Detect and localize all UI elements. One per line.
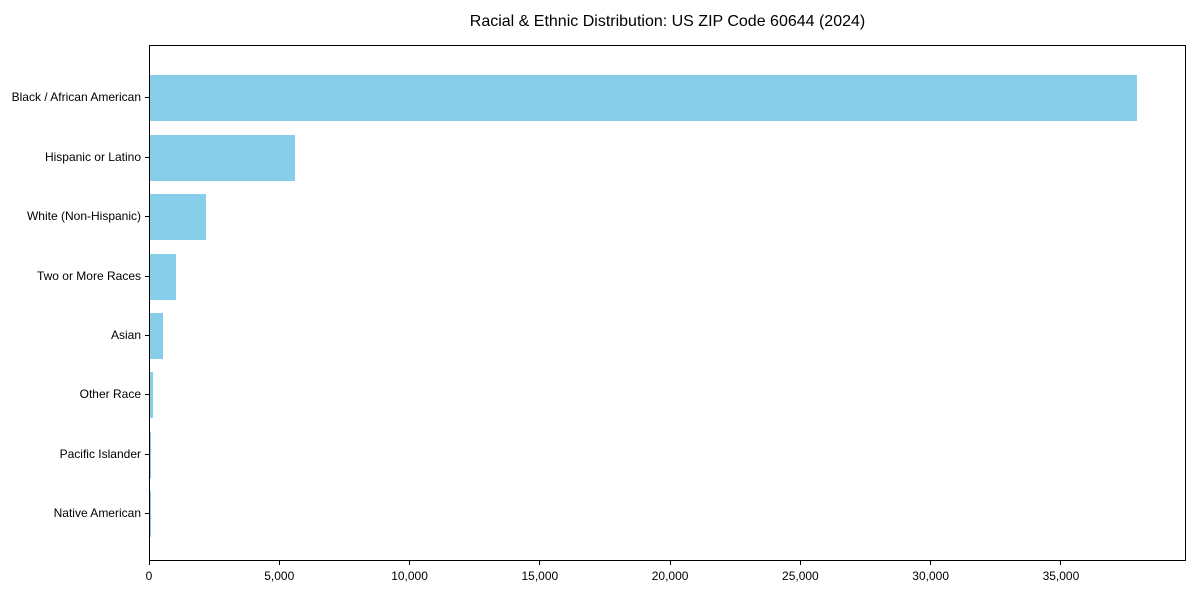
x-axis-tick-label: 5,000 [264,569,295,583]
x-axis-tick-label: 10,000 [391,569,428,583]
bar-white-non-hispanic [150,194,207,241]
bar-two-or-more-races [150,253,176,300]
y-axis-tick-label: Two or More Races [36,268,141,283]
y-axis-tick-label: Hispanic or Latino [44,149,141,164]
y-axis-tick [145,513,149,515]
y-axis-tick [145,216,149,218]
x-axis-tick-label: 30,000 [912,569,949,583]
x-axis-tick-label: 25,000 [782,569,819,583]
x-axis-tick [799,561,801,565]
y-axis-tick [145,394,149,396]
y-axis-tick-label: Other Race [79,387,141,402]
y-axis-tick-label: Black / African American [11,90,141,105]
x-axis-tick [669,561,671,565]
y-axis-tick [145,335,149,337]
x-axis-tick [930,561,932,565]
x-axis-tick-label: 15,000 [521,569,559,583]
x-axis-tick [1060,561,1062,565]
x-axis-tick-label: 20,000 [651,569,689,583]
y-axis-tick [145,453,149,455]
x-axis-tick [539,561,541,565]
y-axis-tick-label: Asian [110,328,141,343]
plot-area [149,45,1186,561]
bar-pacific-islander [150,431,151,478]
y-axis-tick [145,97,149,99]
bar-asian [150,313,164,360]
y-axis-tick [145,156,149,158]
x-axis-tick-label: 0 [145,569,153,583]
y-axis-tick-label: White (Non-Hispanic) [26,209,141,224]
y-axis-tick-label: Pacific Islander [59,446,141,461]
x-axis-tick [278,561,280,565]
x-axis-tick-label: 35,000 [1042,569,1080,583]
x-axis-tick [409,561,411,565]
bar-black-african-american [150,75,1138,122]
bar-hispanic-or-latino [150,134,295,181]
bar-other-race [150,372,154,419]
x-axis-tick [148,561,150,565]
chart-title: Racial & Ethnic Distribution: US ZIP Cod… [469,13,866,30]
y-axis-tick [145,275,149,277]
y-axis-tick-label: Native American [53,506,141,521]
